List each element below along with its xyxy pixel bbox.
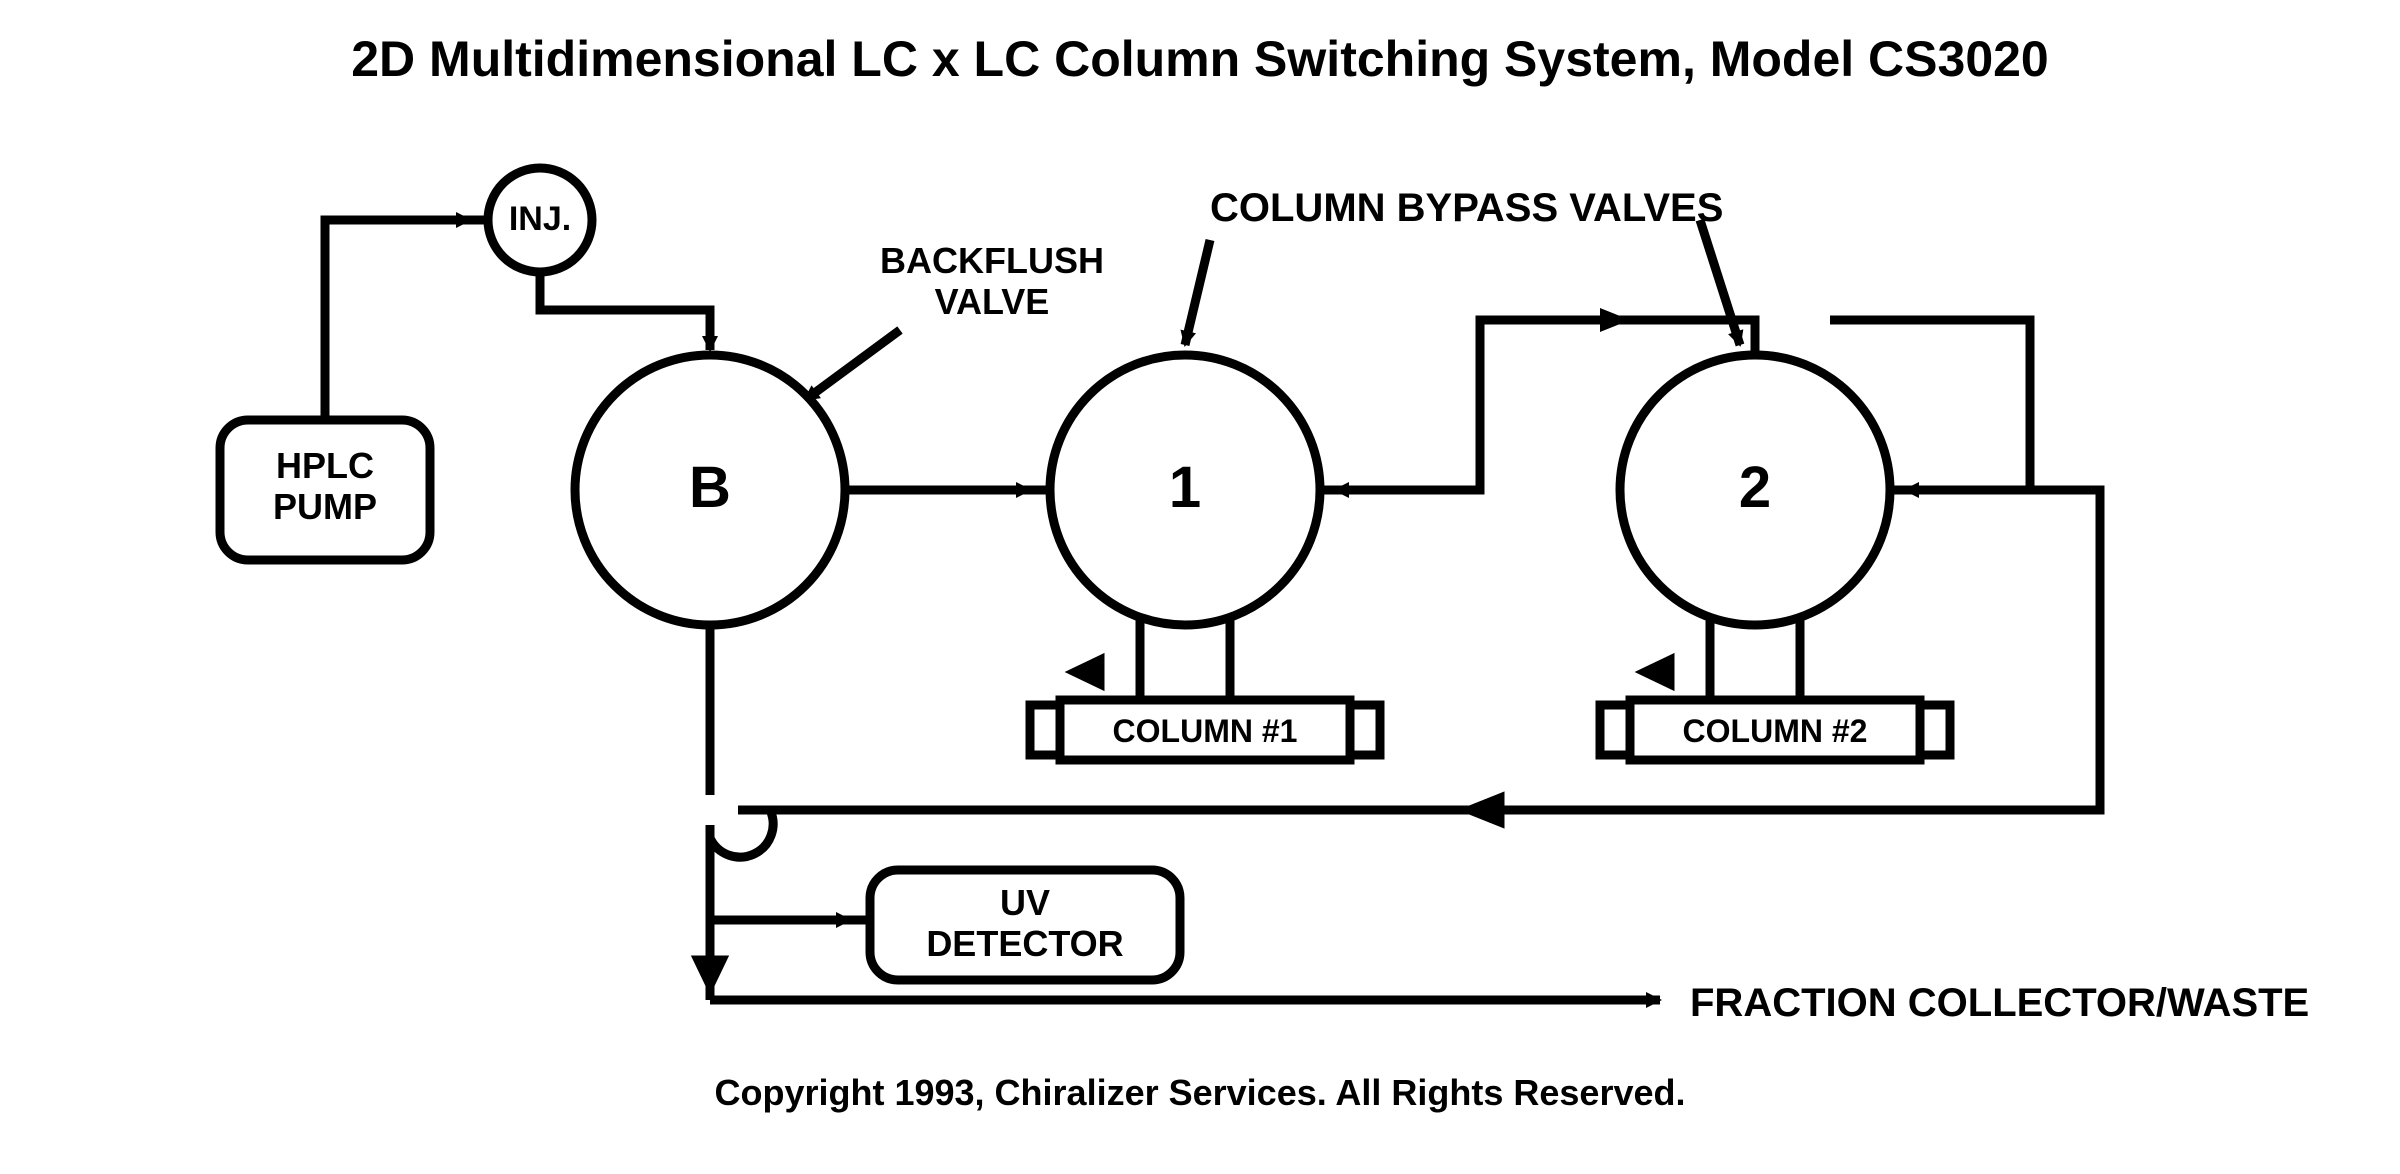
diagram-page: 2D Multidimensional LC x LC Column Switc… xyxy=(0,0,2400,1174)
hplc-pump-label: HPLC PUMP xyxy=(220,445,430,528)
column-2-label: COLUMN #2 xyxy=(1630,713,1920,750)
column-bypass-valves-label: COLUMN BYPASS VALVES xyxy=(1210,185,1723,231)
column-1-label: COLUMN #1 xyxy=(1060,713,1350,750)
fraction-collector-label: FRACTION COLLECTOR/WASTE xyxy=(1690,980,2309,1026)
copyright-line: Copyright 1993, Chiralizer Services. All… xyxy=(0,1072,2400,1114)
valve-2-label: 2 xyxy=(1695,455,1815,522)
valve-1-label: 1 xyxy=(1125,455,1245,522)
uv-detector-label: UV DETECTOR xyxy=(870,882,1180,965)
valve-b-label: B xyxy=(650,455,770,522)
injector-label: INJ. xyxy=(490,200,590,239)
backflush-valve-label: BACKFLUSH VALVE xyxy=(880,240,1104,323)
